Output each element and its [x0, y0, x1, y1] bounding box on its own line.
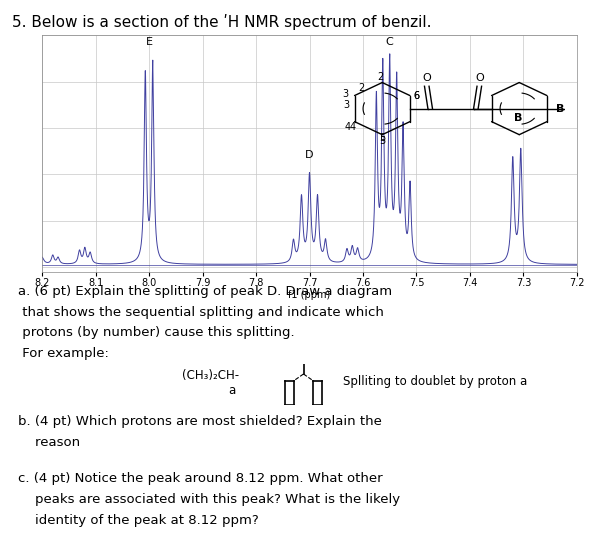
Text: 6: 6 [413, 91, 420, 100]
Text: 2: 2 [377, 72, 383, 82]
Text: 4: 4 [350, 122, 356, 132]
Text: D: D [305, 150, 314, 160]
Text: O: O [475, 73, 484, 83]
Text: a: a [228, 384, 235, 397]
Text: c. (4 pt) Notice the peak around 8.12 ppm. What other: c. (4 pt) Notice the peak around 8.12 pp… [18, 472, 383, 485]
Text: (CH₃)₂CH-: (CH₃)₂CH- [182, 369, 239, 382]
Text: a. (6 pt) Explain the splitting of peak D. Draw a diagram: a. (6 pt) Explain the splitting of peak … [18, 285, 392, 298]
Text: 5. Below is a section of the ʹH NMR spectrum of benzil.: 5. Below is a section of the ʹH NMR spec… [12, 14, 432, 29]
Text: For example:: For example: [18, 347, 109, 360]
Text: O: O [423, 73, 431, 83]
Text: peaks are associated with this peak? What is the likely: peaks are associated with this peak? Wha… [18, 493, 400, 506]
Text: identity of the peak at 8.12 ppm?: identity of the peak at 8.12 ppm? [18, 514, 259, 527]
Text: 4: 4 [344, 122, 351, 132]
Text: 5: 5 [379, 136, 385, 146]
Text: B: B [514, 113, 522, 123]
Text: 6: 6 [413, 91, 420, 100]
Text: protons (by number) cause this splitting.: protons (by number) cause this splitting… [18, 326, 294, 339]
Text: that shows the sequential splitting and indicate which: that shows the sequential splitting and … [18, 306, 384, 319]
Text: 2: 2 [359, 83, 365, 93]
Text: 3: 3 [343, 89, 349, 99]
Text: reason: reason [18, 436, 80, 449]
Text: 5: 5 [379, 134, 385, 143]
X-axis label: f1 (ppm): f1 (ppm) [288, 290, 331, 300]
Text: Splliting to doublet by proton a: Splliting to doublet by proton a [343, 375, 527, 388]
Text: E: E [145, 37, 153, 47]
Text: C: C [386, 37, 394, 47]
Text: B: B [556, 104, 564, 113]
Text: b. (4 pt) Which protons are most shielded? Explain the: b. (4 pt) Which protons are most shielde… [18, 415, 382, 428]
Text: 3: 3 [344, 100, 350, 110]
